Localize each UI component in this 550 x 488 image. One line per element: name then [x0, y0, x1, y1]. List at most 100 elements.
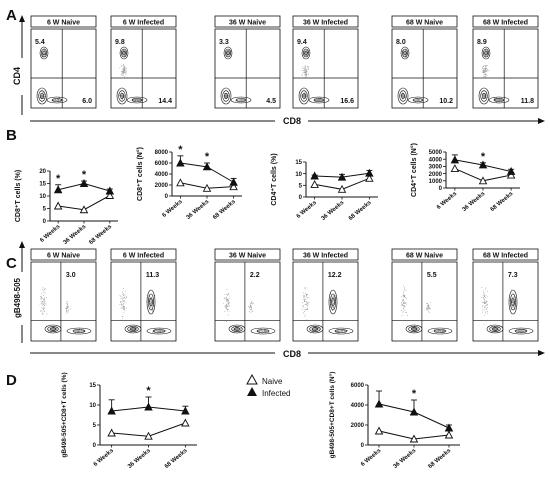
- contour-ring: [489, 326, 501, 332]
- contour-ring: [402, 48, 408, 58]
- data-point-infected: [144, 402, 153, 411]
- flow-plot-title-box: [110, 15, 177, 28]
- contour-ring: [224, 93, 228, 99]
- flow-plot-c-3: 36 W Naive 2.2: [214, 248, 281, 342]
- flow-plot-title-box: [214, 248, 281, 261]
- quadrant-value-lower-right: 16.6: [340, 98, 354, 105]
- y-tick-label: 2000: [155, 183, 169, 189]
- contour-ring: [120, 93, 124, 99]
- panel-a-y-axis-label: CD4: [12, 67, 22, 85]
- contour-ring: [303, 48, 309, 58]
- data-point-naive: [365, 173, 374, 182]
- scatter-events: [152, 328, 167, 334]
- y-tick-label: 6000: [351, 383, 365, 389]
- chart-b2: 0 2000 4000 6000 8000 6 Weeks 36 Weeks 68 Weeks…: [136, 144, 242, 221]
- x-tick-label: 68 Weeks: [348, 200, 373, 223]
- contour-ring: [312, 327, 318, 331]
- flow-plot-title: 6 W Infected: [123, 253, 164, 260]
- y-tick-label: 4000: [429, 157, 443, 163]
- flow-plot-a-3: 36 W Naive 3.3 4.5: [214, 15, 281, 109]
- contour-ring: [300, 90, 308, 102]
- panel-c-gb-arrow: [19, 241, 25, 343]
- flow-plot-c-5: 68 W Naive 5.5: [391, 248, 458, 342]
- flow-plot-title-box: [472, 15, 539, 28]
- contour-ring: [492, 327, 498, 331]
- data-point-infected: [337, 172, 347, 181]
- y-axis-label: gB498-505+CD8+T cells (N°): [328, 372, 336, 459]
- data-point-naive: [105, 191, 115, 199]
- contour-ring: [250, 327, 276, 335]
- significance-marker: *: [481, 151, 486, 163]
- contour-ring: [408, 326, 420, 332]
- data-point-naive: [53, 201, 63, 210]
- x-tick-label: 6 Weeks: [39, 224, 62, 244]
- flow-plot-a-2: 6 W Infected 9.8 14.4: [110, 15, 177, 109]
- data-point-naive: [444, 430, 454, 439]
- contour-ring: [309, 326, 321, 332]
- contour-ring: [334, 329, 348, 333]
- flow-plot-a-5: 68 W Naive 8.0 10.2: [391, 15, 458, 109]
- y-tick-label: 4000: [351, 403, 365, 409]
- panel-letter-c: C: [6, 255, 17, 272]
- data-point-naive: [229, 182, 238, 191]
- contour-ring: [66, 327, 92, 335]
- contour-ring: [226, 50, 230, 56]
- contour-ring: [397, 87, 409, 105]
- chart-d2: 0 2000 4000 6000 6 Weeks 36 Weeks 68 Weeks gB49…: [328, 372, 460, 470]
- data-point-infected: [310, 171, 319, 180]
- scatter-events: [119, 288, 127, 320]
- data-point-infected: [105, 186, 115, 195]
- x-tick-label: 6 Weeks: [360, 448, 383, 468]
- significance-marker: *: [82, 169, 87, 181]
- significance-marker: *: [412, 388, 417, 400]
- x-tick-label: 68 Weeks: [490, 191, 515, 214]
- contour-ring: [328, 327, 354, 335]
- contour-ring: [488, 96, 510, 104]
- data-point-infected: [181, 406, 190, 415]
- flow-plot-title: 6 W Naive: [47, 253, 80, 260]
- contour-ring: [478, 87, 490, 105]
- significance-marker: *: [146, 385, 151, 397]
- contour-ring: [480, 90, 488, 102]
- x-tick-label: 36 Weeks: [462, 191, 487, 214]
- flow-plot-title: 68 W Infected: [483, 20, 528, 27]
- panel-d-legend: Naive Infected: [246, 373, 290, 398]
- scatter-events: [481, 64, 490, 78]
- x-tick-label: 36 Weeks: [127, 448, 152, 471]
- x-tick-label: 68 Weeks: [212, 199, 237, 222]
- quadrant-value-upper-left: 3.3: [219, 39, 229, 46]
- data-point-naive: [337, 184, 347, 193]
- x-tick-label: 36 Weeks: [186, 199, 211, 222]
- scatter-events: [223, 289, 231, 322]
- contour-ring: [482, 93, 486, 99]
- contour-ring: [230, 96, 252, 104]
- data-point-infected: [176, 158, 185, 167]
- data-point-naive: [107, 428, 116, 437]
- legend-naive-label: Naive: [262, 377, 283, 386]
- y-axis-label: CD4⁺T cells (%): [271, 153, 278, 205]
- y-tick-label: 1000: [429, 179, 443, 185]
- contour-ring: [36, 87, 48, 105]
- quadrant-value-upper-right: 3.0: [66, 272, 76, 279]
- quadrant-value-lower-right: 6.0: [82, 98, 92, 105]
- flow-plot-title: 36 W Naive: [229, 20, 266, 27]
- flow-plot-title: 36 W Infected: [303, 20, 348, 27]
- contour-ring: [511, 297, 515, 307]
- x-tick-label: 36 Weeks: [393, 448, 418, 471]
- flow-plot-title-box: [391, 248, 458, 261]
- data-point-infected: [79, 179, 89, 187]
- scatter-events: [119, 64, 127, 78]
- y-tick-label: 4000: [155, 172, 169, 178]
- data-point-infected: [107, 406, 116, 415]
- data-point-naive: [176, 178, 185, 187]
- contour-ring: [121, 48, 127, 58]
- x-tick-label: 6 Weeks: [436, 191, 459, 211]
- contour-ring: [484, 50, 488, 56]
- contour-ring: [234, 327, 240, 331]
- contour-ring: [256, 329, 270, 333]
- y-tick-label: 2000: [429, 172, 443, 178]
- contour-ring: [119, 46, 129, 60]
- legend-naive-marker: [246, 373, 258, 385]
- contour-ring: [122, 50, 126, 56]
